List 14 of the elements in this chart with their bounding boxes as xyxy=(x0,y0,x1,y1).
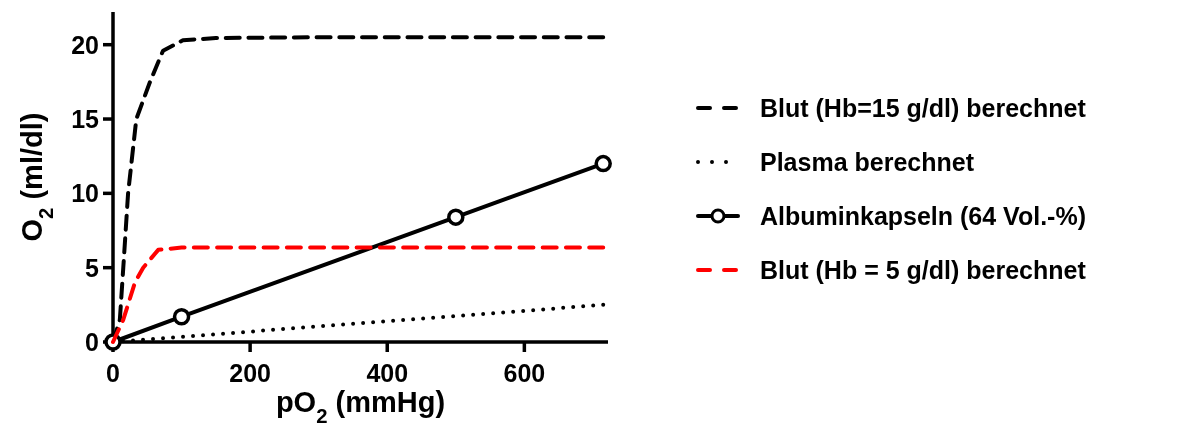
y-tick-label: 0 xyxy=(85,328,99,356)
x-tick-label: 400 xyxy=(366,359,409,387)
legend-label: Plasma berechnet xyxy=(760,148,975,176)
y-tick-label: 10 xyxy=(71,179,99,208)
legend-label: Albuminkapseln (64 Vol.-%) xyxy=(760,202,1086,230)
y-tick-label: 5 xyxy=(85,253,100,282)
y-tick-label: 20 xyxy=(71,30,99,59)
x-tick-label: 0 xyxy=(106,359,120,387)
x-tick-label: 600 xyxy=(503,359,546,387)
y-tick-label: 15 xyxy=(71,105,100,134)
legend-label: Blut (Hb = 5 g/dl) berechnet xyxy=(760,256,1087,284)
x-axis-title: pO$_{2}$ (mmHg) xyxy=(275,386,446,427)
legend-label: Blut (Hb=15 g/dl) berechnet xyxy=(760,94,1087,122)
x-tick-label: 200 xyxy=(229,359,271,387)
